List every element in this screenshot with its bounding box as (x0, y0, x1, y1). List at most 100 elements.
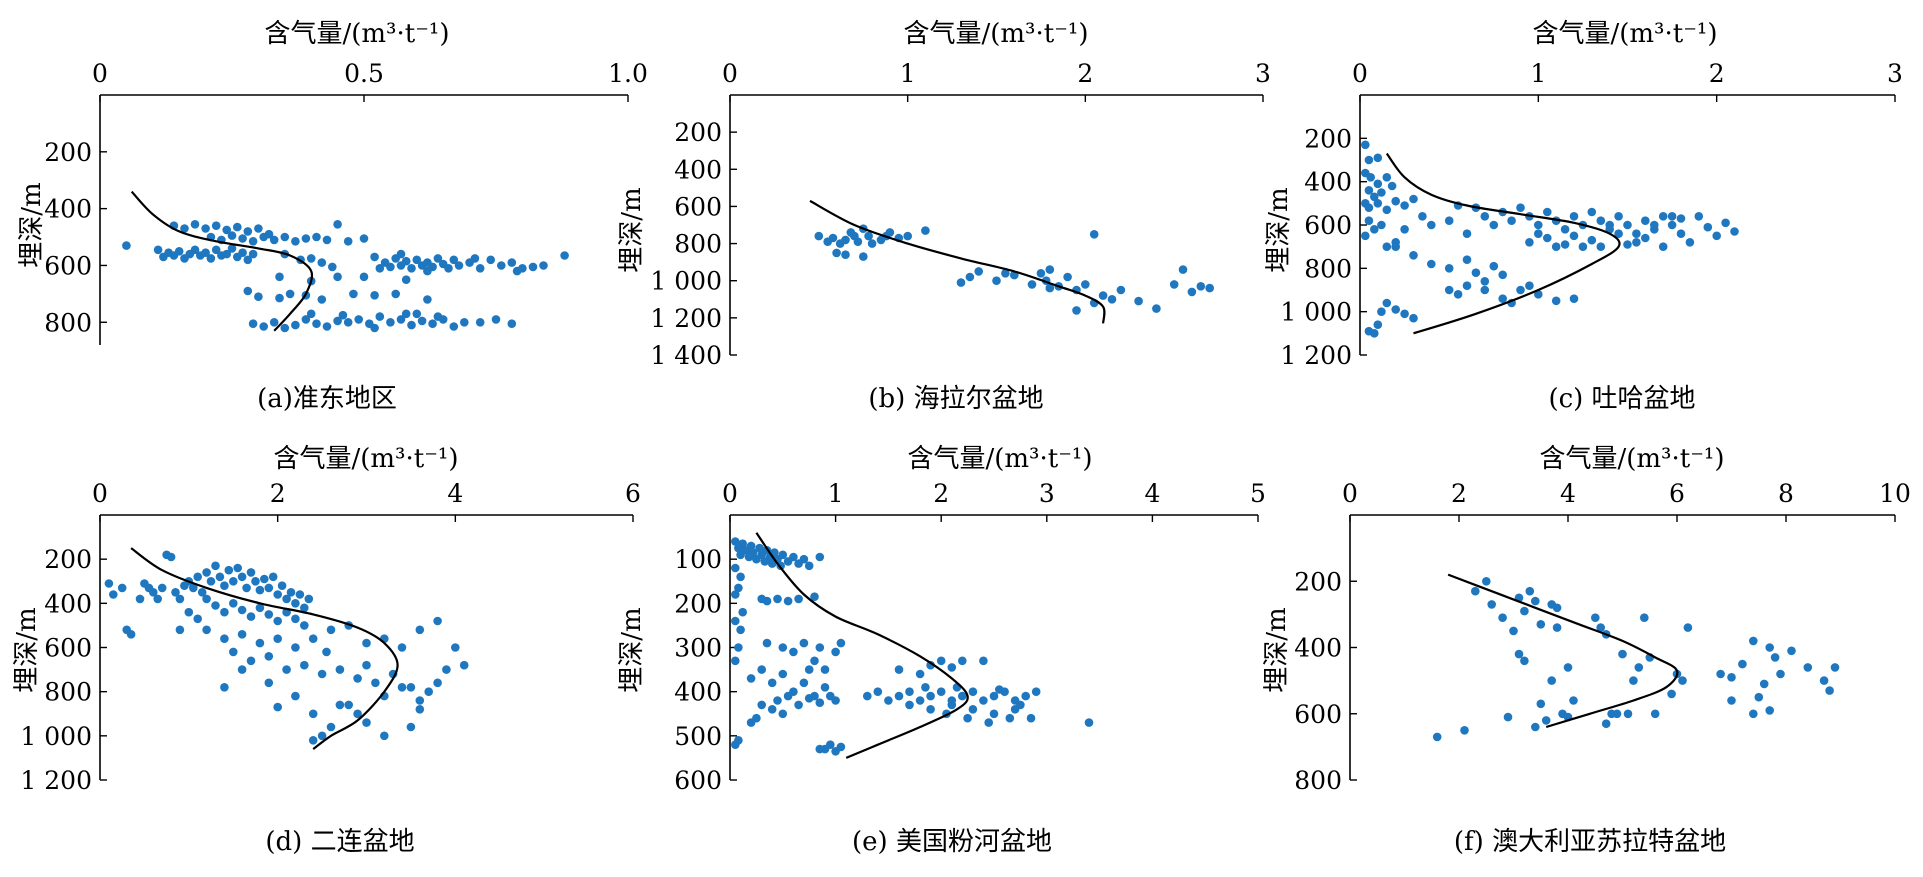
panel-e-point (731, 656, 740, 666)
panel-e-point (762, 638, 772, 648)
panel-f-point (1514, 649, 1524, 659)
panel-d-xtick-label: 0 (92, 479, 108, 508)
panel-d-point (335, 700, 345, 710)
panel-a-point (343, 237, 353, 246)
panel-a-point (475, 264, 485, 273)
panel-c-point (1373, 153, 1383, 163)
panel-e-point (799, 678, 809, 688)
panel-f-title: (f) 澳大利亚苏拉特盆地 (1454, 827, 1726, 857)
panel-b-point (828, 233, 838, 243)
panel-c-point (1418, 212, 1427, 221)
panel-d-point (433, 616, 442, 626)
panel-a-ytick-label: 200 (44, 138, 92, 167)
panel-c-point (1391, 242, 1400, 251)
panel-c-point (1370, 225, 1379, 234)
panel-d-ytick-label: 400 (44, 589, 92, 618)
panel-c-point (1471, 268, 1481, 278)
panel-b-ytick-label: 600 (674, 192, 722, 221)
panel-b-point (814, 231, 824, 241)
panel-e-point (873, 687, 883, 696)
panel-a-point (291, 237, 300, 246)
panel-d-xtick-label: 2 (270, 479, 286, 508)
panel-a-point (174, 247, 184, 256)
panel-a-point (512, 266, 522, 276)
panel-d-point (237, 572, 247, 582)
panel-f-point (1678, 676, 1687, 685)
panel-c-point (1543, 233, 1552, 243)
panel-c-point (1658, 212, 1668, 221)
panel-a-point (497, 261, 506, 270)
panel-c-ylabel: 埋深/m (1264, 187, 1294, 272)
panel-e-point (1016, 700, 1025, 710)
panel-a-point (190, 245, 200, 255)
panel-c-point (1480, 212, 1490, 221)
panel-d-point (237, 605, 247, 615)
panel-d-point (251, 577, 260, 586)
panel-a-point (254, 224, 263, 233)
panel-e-title: (e) 美国粉河盆地 (852, 827, 1052, 857)
panel-e-point (826, 691, 835, 701)
panel-c-point (1400, 225, 1409, 234)
panel-d-point (220, 634, 229, 643)
panel-d-point (442, 665, 451, 674)
panel-d-point (117, 583, 127, 593)
panel-d-point (273, 590, 283, 599)
panel-e-point (738, 539, 747, 548)
panel-a-point (275, 293, 284, 303)
panel-a-point (291, 320, 300, 330)
panel-b-point (1152, 304, 1161, 313)
panel-a-point (280, 323, 290, 333)
panel-e-point (762, 596, 772, 606)
panel-f-point (1552, 623, 1562, 632)
panel-e-point (947, 663, 957, 672)
panel-a-point (370, 252, 379, 262)
panel-c-point (1551, 296, 1561, 306)
panel-a-point (306, 309, 316, 319)
panel-c-ytick-label: 800 (1304, 254, 1352, 283)
panel-b-point (1187, 287, 1197, 297)
panel-a-ytick-label: 800 (44, 308, 92, 337)
panel-a-point (460, 318, 469, 327)
panel-b-point (1098, 291, 1108, 300)
panel-c-point (1462, 229, 1472, 238)
panel-f-xtick-label: 0 (1342, 479, 1358, 508)
panel-a-point (433, 312, 443, 321)
panel-a-point (122, 241, 131, 250)
panel-b-point (1205, 283, 1214, 293)
panel-e-point (804, 665, 814, 674)
panel-c-point (1370, 329, 1379, 338)
panel-b-xtick-label: 2 (1077, 59, 1093, 88)
panel-e-ytick-label: 300 (674, 634, 722, 663)
panel-e-point (804, 694, 814, 703)
panel-c-point (1623, 240, 1632, 249)
panel-c-point (1569, 231, 1579, 241)
panel-e-point (921, 683, 930, 692)
panel-d-point (157, 583, 167, 593)
panel-d-point (224, 565, 234, 575)
panel-d-point (149, 588, 158, 597)
panel-d-point (175, 625, 185, 635)
panel-c-point (1364, 155, 1374, 165)
panel-c-point (1377, 188, 1386, 197)
panel-c-point (1632, 238, 1641, 247)
panel-f-point (1640, 613, 1649, 622)
panel-e-xtick-label: 3 (1039, 479, 1055, 508)
panel-d-point (197, 588, 207, 597)
panel-d-ytick-label: 200 (44, 545, 92, 574)
panel-d-point (300, 621, 309, 630)
panel-f-point (1531, 722, 1540, 732)
panel-c-point (1462, 255, 1472, 264)
panel-d-point (415, 705, 425, 714)
panel-a-point (333, 272, 342, 282)
panel-a-point (211, 245, 221, 255)
panel-a-point (375, 264, 385, 273)
panel-a-xlabel: 含气量/(m³·t⁻¹) (265, 19, 450, 49)
panel-d-point (282, 665, 291, 674)
panel-e-ytick-label: 200 (674, 589, 722, 618)
panel-d-point (459, 660, 469, 670)
panel-a-point (306, 254, 316, 263)
panel-e-point (804, 561, 814, 571)
panel-d-point (264, 610, 274, 619)
panel-e-point (734, 583, 743, 593)
panel-e-point (731, 563, 740, 573)
